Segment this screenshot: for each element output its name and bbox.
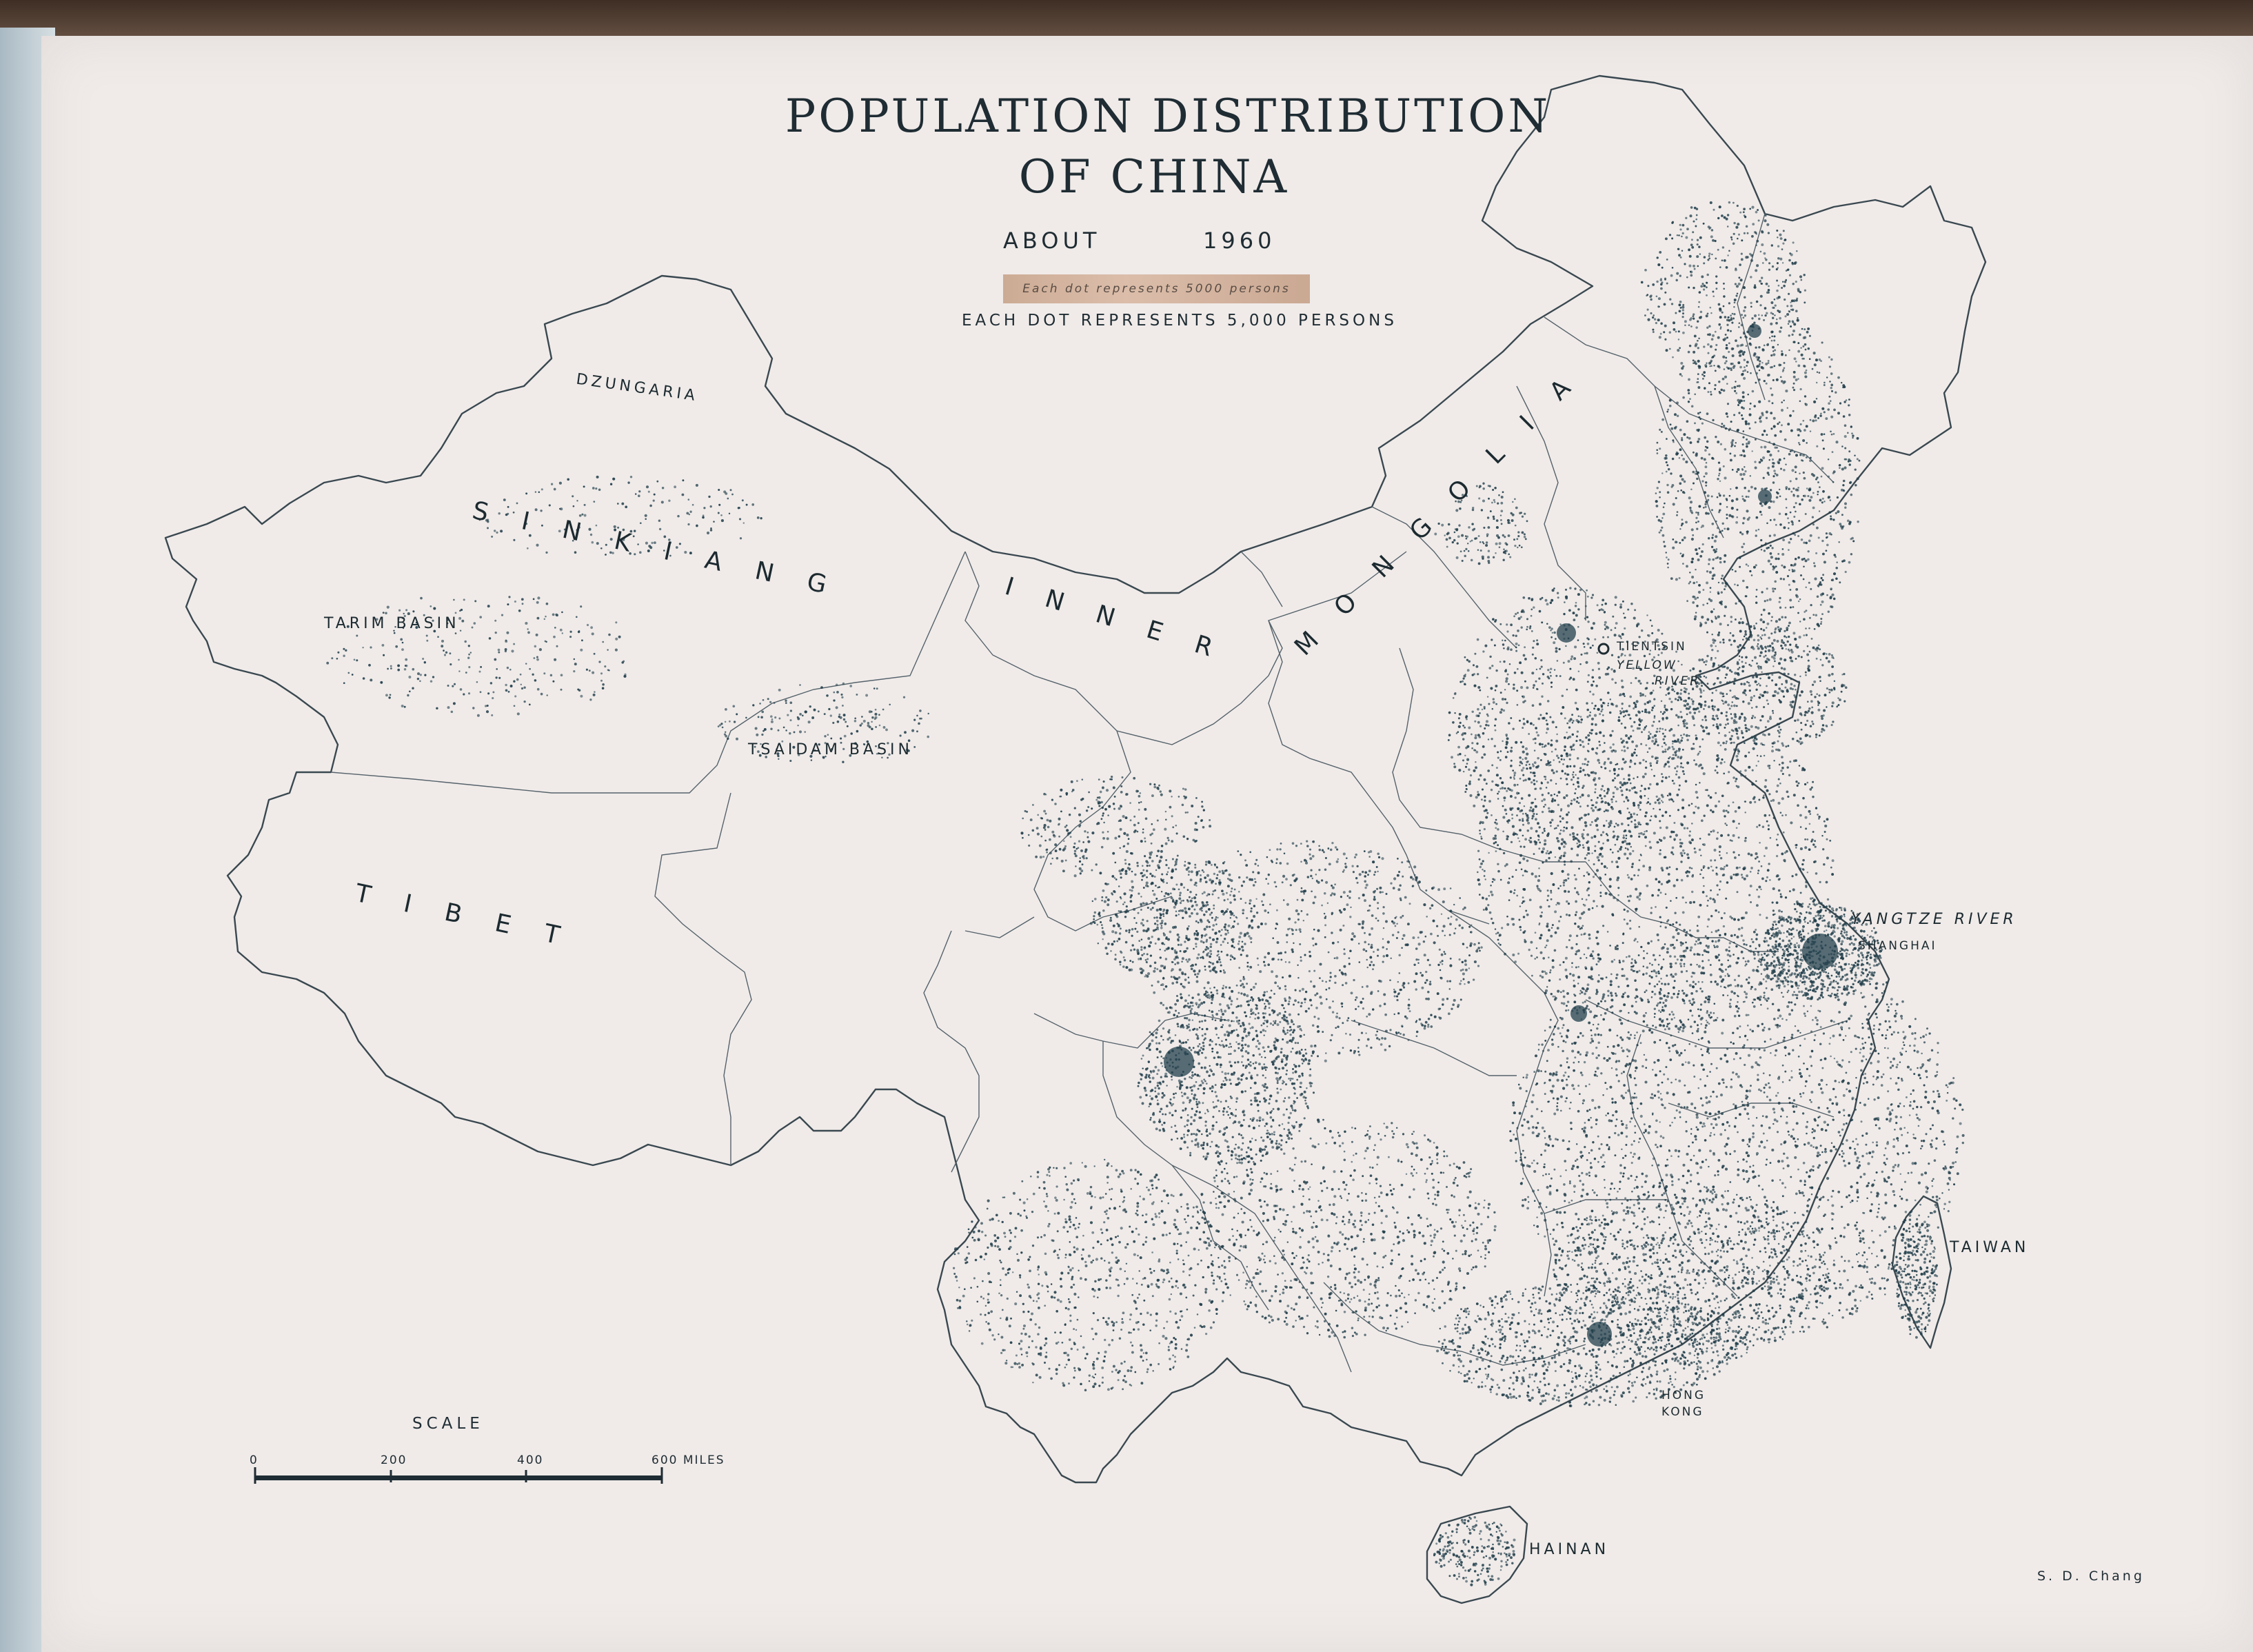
map-title-line1: POPULATION DISTRIBUTION	[785, 90, 1551, 143]
taiwan-outline	[1891, 1195, 1952, 1349]
label-hainan: HAINAN	[1529, 1541, 1610, 1558]
label-yellow-river-1: YELLOW	[1617, 658, 1677, 672]
hainan-outline	[1426, 1505, 1528, 1604]
label-hong-kong-2: KONG	[1661, 1405, 1704, 1419]
label-shanghai: SHANGHAI	[1858, 939, 1937, 953]
about-label: ABOUT	[1003, 228, 1101, 254]
map-title-line2: OF CHINA	[1018, 150, 1290, 203]
dot-legend: EACH DOT REPRESENTS 5,000 PERSONS	[962, 312, 1397, 330]
map-credit: S. D. Chang	[2037, 1569, 2145, 1584]
year-label: 1960	[1203, 228, 1276, 254]
scale-bar	[254, 1467, 663, 1484]
map-sheet	[41, 36, 2253, 1652]
label-tarim-basin: TARIM BASIN	[324, 615, 460, 632]
label-hong-kong-1: HONG	[1661, 1389, 1706, 1402]
scale-tick-200: 200	[381, 1453, 407, 1467]
label-yellow-river-2: RIVER	[1655, 674, 1701, 688]
population-dots	[326, 201, 1965, 1586]
scale-title: SCALE	[412, 1415, 484, 1433]
label-yangtze-river: YANGTZE RIVER	[1851, 911, 2017, 928]
label-tientsin: TIENTSIN	[1617, 640, 1687, 654]
china-outline	[164, 74, 1987, 1484]
tientsin-marker	[1597, 643, 1610, 655]
label-tsaidam-basin: TSAIDAM BASIN	[748, 741, 913, 758]
taped-legend-note: Each dot represents 5000 persons	[1003, 274, 1310, 303]
scale-tick-600: 600 MILES	[651, 1453, 725, 1467]
label-taiwan: TAIWAN	[1950, 1239, 2030, 1256]
scale-tick-0: 0	[250, 1453, 259, 1467]
scale-tick-400: 400	[517, 1453, 544, 1467]
